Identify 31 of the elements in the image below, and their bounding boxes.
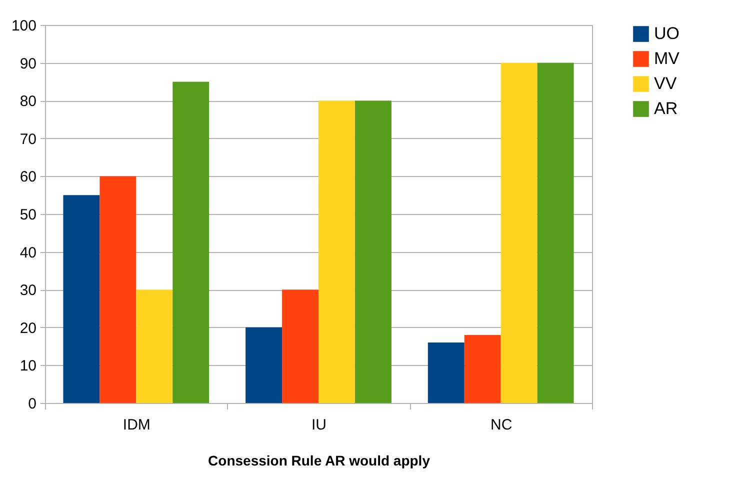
legend-label: MV — [654, 49, 680, 68]
y-tick-label: 20 — [20, 320, 36, 337]
bar — [136, 290, 173, 403]
y-tick-label: 60 — [20, 168, 36, 186]
bar — [537, 62, 574, 403]
y-tick-label: 0 — [28, 396, 36, 412]
bar — [100, 176, 136, 403]
y-tick-label: 40 — [20, 244, 36, 262]
x-tick-label: IU — [312, 416, 326, 434]
y-tick-label: 30 — [20, 282, 36, 300]
x-axis-title: Consession Rule AR would apply — [208, 452, 430, 468]
y-tick-label: 80 — [20, 93, 36, 110]
x-tick-label: IDM — [122, 416, 150, 434]
legend-label: UO — [654, 24, 680, 43]
legend-label: AR — [654, 99, 678, 118]
bar — [500, 62, 538, 403]
legend-label: VV — [654, 74, 678, 93]
y-tick-label: 70 — [20, 130, 36, 148]
bar — [282, 290, 318, 403]
y-tick-label: 10 — [20, 358, 36, 375]
bar — [246, 327, 282, 403]
x-tick-label: NC — [490, 416, 512, 434]
bar — [354, 100, 392, 403]
bar — [464, 334, 501, 403]
bar — [172, 82, 210, 403]
y-tick-label: 50 — [20, 206, 36, 224]
y-tick-label: 100 — [11, 18, 36, 34]
bar — [428, 342, 464, 403]
bar — [318, 100, 355, 403]
y-tick-label: 90 — [20, 55, 36, 72]
bar — [63, 195, 100, 403]
